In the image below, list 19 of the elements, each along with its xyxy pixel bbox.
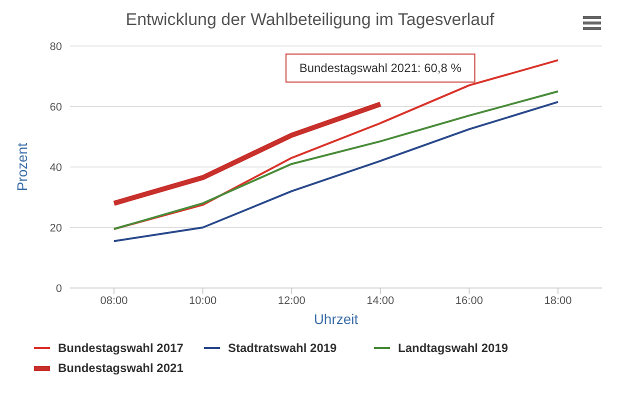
legend-label: Bundestagswahl 2017	[57, 340, 184, 357]
y-tick-label: 40	[50, 162, 62, 174]
chart-title: Entwicklung der Wahlbeteiligung im Tagesverlauf	[124, 9, 496, 31]
legend-label: Landtagswahl 2019	[397, 340, 510, 357]
y-tick-label: 60	[50, 101, 62, 114]
x-tick-label: 10:00	[189, 294, 217, 307]
x-tick-label: 16:00	[455, 294, 483, 307]
legend-label: Stadtratswahl 2019	[227, 340, 338, 357]
x-tick-label: 18:00	[544, 294, 572, 307]
x-tick-label: 14:00	[366, 294, 394, 307]
annotation: Bundestagswahl 2021: 60,8 %	[299, 61, 462, 76]
y-axis-title: Prozent	[14, 142, 30, 192]
y-tick-label: 0	[56, 282, 62, 295]
y-tick-label: 20	[50, 222, 62, 234]
x-tick-label: 12:00	[278, 294, 306, 307]
x-tick-label: 08:00	[100, 294, 128, 307]
y-tick-label: 80	[50, 40, 62, 53]
x-axis-title: Uhrzeit	[314, 311, 358, 327]
legend-label: Bundestagswahl 2021	[57, 360, 184, 377]
